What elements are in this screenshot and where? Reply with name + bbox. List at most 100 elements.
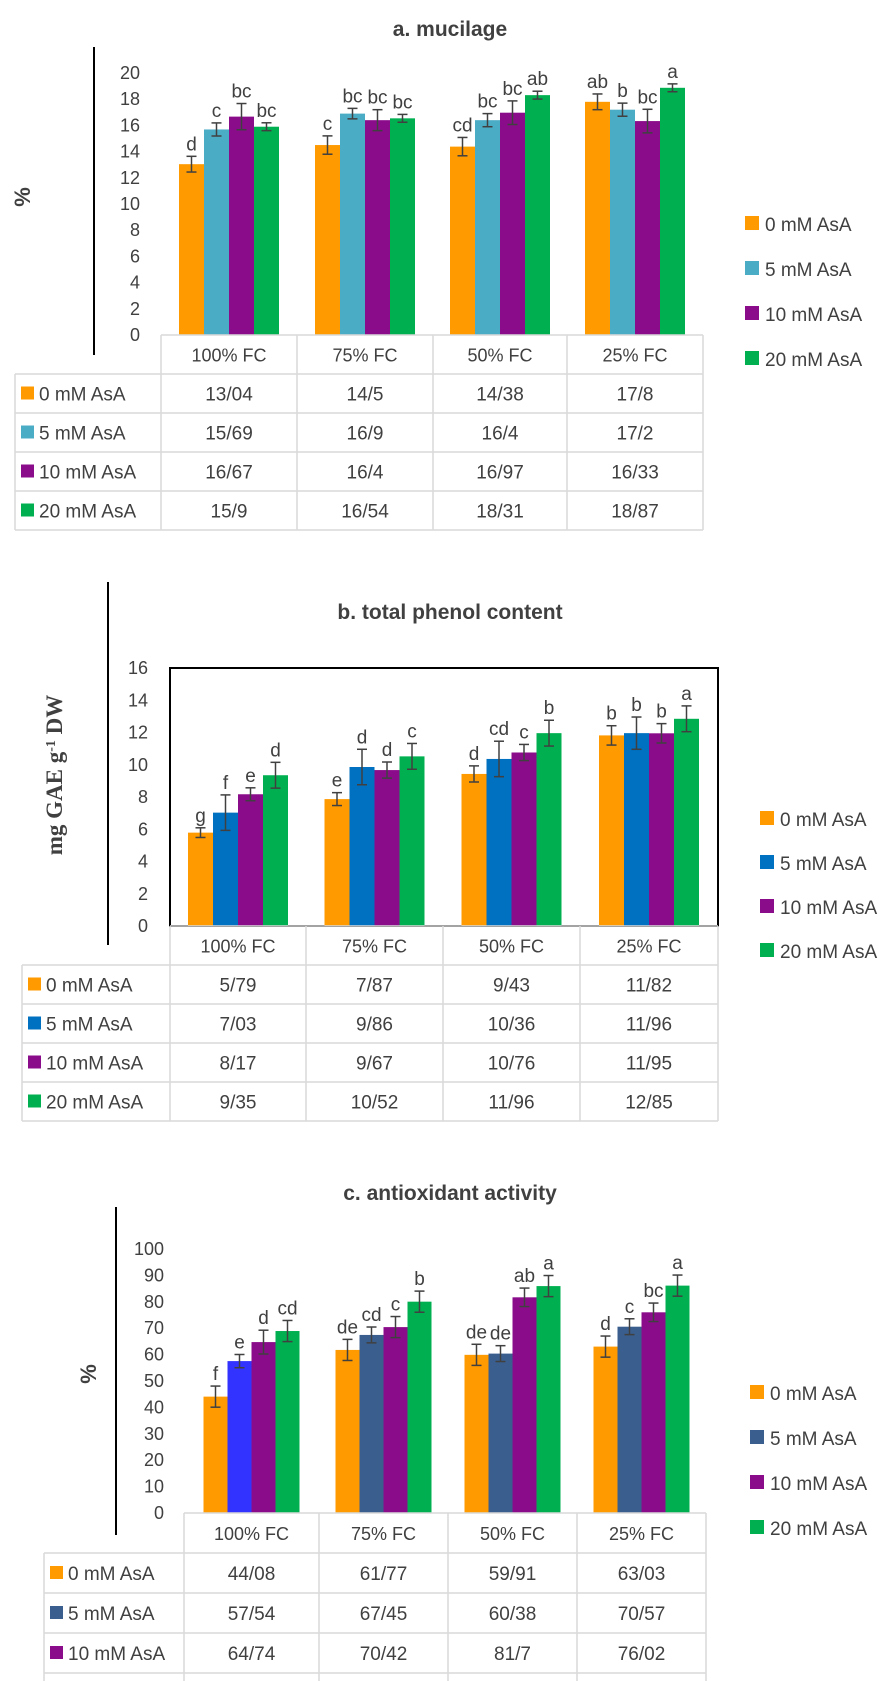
table-cell: 7/03 xyxy=(220,1015,257,1036)
table-cell: 7/87 xyxy=(356,976,393,997)
bar xyxy=(635,121,660,336)
legend-swatch xyxy=(745,306,759,320)
table-cell: 16/67 xyxy=(205,463,253,484)
bar xyxy=(500,112,525,336)
table-legend-swatch xyxy=(50,1566,63,1579)
significance-letter: b xyxy=(606,704,617,725)
bar xyxy=(585,101,610,335)
y-tick-label: 4 xyxy=(138,852,148,872)
table-cell: 5/79 xyxy=(220,976,257,997)
significance-letter: de xyxy=(466,1322,487,1343)
bar xyxy=(349,767,375,926)
significance-letter: c xyxy=(625,1297,635,1318)
legend-label: 0 mM AsA xyxy=(765,215,852,236)
y-tick-label: 14 xyxy=(120,142,140,162)
bar xyxy=(227,1361,252,1513)
significance-letter: a xyxy=(667,62,678,83)
y-axis-label-part: mg GAE g xyxy=(42,751,67,855)
bar xyxy=(251,1342,276,1513)
significance-letter: e xyxy=(332,771,343,792)
y-tick-label: 100 xyxy=(134,1239,164,1259)
legend-swatch xyxy=(760,855,774,869)
legend-label: 20 mM AsA xyxy=(765,350,862,371)
y-tick-label: 0 xyxy=(138,916,148,936)
legend-label: 10 mM AsA xyxy=(765,305,862,326)
bar xyxy=(511,752,537,926)
y-tick-label: 90 xyxy=(144,1265,164,1285)
table-cell: 9/67 xyxy=(356,1054,393,1075)
legend-swatch xyxy=(760,943,774,957)
significance-letter: de xyxy=(337,1317,358,1338)
x-category-label: 100% FC xyxy=(200,937,275,957)
bar xyxy=(263,775,288,926)
bar xyxy=(238,794,263,926)
table-cell: 8/17 xyxy=(220,1054,257,1075)
legend-swatch xyxy=(745,351,759,365)
table-cell: 60/38 xyxy=(489,1604,537,1625)
chart-title: c. antioxidant activity xyxy=(343,1182,557,1205)
significance-letter: a xyxy=(672,1253,683,1274)
table-row-label: 5 mM AsA xyxy=(46,1015,133,1036)
significance-letter: a xyxy=(681,684,692,705)
significance-letter: bc xyxy=(502,79,522,100)
x-category-label: 50% FC xyxy=(479,937,544,957)
bar xyxy=(488,1353,513,1513)
bar xyxy=(486,758,512,926)
bar xyxy=(383,1327,408,1513)
bar xyxy=(390,118,415,336)
table-legend-swatch xyxy=(50,1606,63,1619)
y-tick-label: 16 xyxy=(120,115,140,135)
bar xyxy=(229,116,254,335)
significance-letter: c xyxy=(519,722,529,743)
table-cell: 76/02 xyxy=(618,1644,666,1665)
table-legend-swatch xyxy=(21,464,34,478)
table-cell: 9/86 xyxy=(356,1015,393,1036)
table-cell: 11/95 xyxy=(626,1054,672,1075)
bar xyxy=(674,718,699,926)
significance-letter: b xyxy=(544,698,555,719)
significance-letter: bc xyxy=(256,101,276,122)
significance-letter: ab xyxy=(587,72,608,93)
table-cell: 15/9 xyxy=(211,502,248,523)
table-cell: 14/5 xyxy=(347,385,384,406)
chart-panel-total-phenol: b. total phenol content 0 2 4 6 8 10 12 14 16 mg G… xyxy=(0,570,896,1130)
legend-label: 5 mM AsA xyxy=(765,260,852,281)
y-axis-label: % xyxy=(76,1364,101,1384)
significance-letter: c xyxy=(323,114,333,135)
legend-label: 10 mM AsA xyxy=(780,898,877,919)
bar xyxy=(649,733,674,926)
table-cell: 13/04 xyxy=(205,385,253,406)
bar xyxy=(610,109,635,336)
significance-letter: c xyxy=(407,721,417,742)
table-cell: 16/33 xyxy=(611,463,659,484)
bar xyxy=(475,120,500,335)
bar xyxy=(461,773,487,926)
table-cell: 57/54 xyxy=(228,1604,276,1625)
bar xyxy=(340,113,365,335)
table-cell: 59/91 xyxy=(489,1564,537,1585)
bar xyxy=(213,812,238,926)
chart-panel-antioxidant: c. antioxidant activity 0 10 20 30 40 50 60 70 80… xyxy=(0,1160,896,1681)
bar xyxy=(324,799,350,926)
significance-letter: ab xyxy=(527,69,548,90)
table-cell: 10/36 xyxy=(488,1015,536,1036)
bar xyxy=(464,1354,489,1513)
table-legend-swatch xyxy=(28,977,41,991)
x-category-label: 100% FC xyxy=(214,1524,289,1544)
legend-label: 5 mM AsA xyxy=(780,854,867,875)
significance-letter: b xyxy=(631,695,642,716)
significance-letter: bc xyxy=(477,92,497,113)
significance-letter: bc xyxy=(231,82,251,103)
bar xyxy=(188,832,213,926)
table-cell: 70/42 xyxy=(360,1644,408,1665)
chart-panel-mucilage: a. mucilage 0 2 4 6 8 10 12 14 16 18 20% d c bc bc c bc bc… xyxy=(0,0,896,531)
significance-letter: b xyxy=(656,702,667,723)
x-category-label: 100% FC xyxy=(191,346,266,366)
y-tick-label: 10 xyxy=(128,755,148,775)
legend-swatch xyxy=(750,1430,764,1444)
significance-letter: bc xyxy=(367,88,387,109)
y-axis-label: % xyxy=(10,187,35,207)
significance-letter: de xyxy=(490,1324,511,1345)
y-tick-label: 8 xyxy=(138,787,148,807)
